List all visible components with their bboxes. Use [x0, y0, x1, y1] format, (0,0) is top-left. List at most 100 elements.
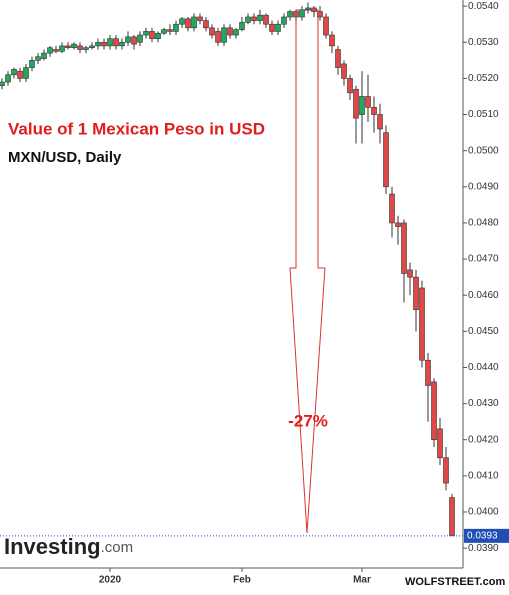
- candle-body: [215, 31, 221, 43]
- candle-body: [95, 41, 101, 47]
- y-tick-label: 0.0480: [468, 218, 499, 229]
- drop-arrow: [289, 9, 326, 534]
- candle-body: [107, 38, 113, 47]
- y-tick-label: 0.0430: [468, 398, 499, 409]
- candle-body: [71, 43, 77, 48]
- candle-body: [443, 457, 449, 484]
- x-tick-label: Mar: [353, 575, 371, 586]
- y-tick-label: 0.0460: [468, 290, 499, 301]
- y-tick-label: 0.0540: [468, 1, 499, 12]
- candle-body: [365, 96, 371, 108]
- candle-body: [437, 428, 443, 459]
- candle-body: [407, 269, 413, 278]
- candle-body: [311, 7, 317, 12]
- candle-body: [395, 222, 401, 227]
- y-tick-label: 0.0400: [468, 507, 499, 518]
- y-tick-label: 0.0500: [468, 145, 499, 156]
- candle-body: [335, 49, 341, 68]
- y-tick-label: 0.0420: [468, 434, 499, 445]
- candle-body: [119, 41, 125, 47]
- candle-body: [371, 107, 377, 115]
- candle-body: [137, 34, 143, 43]
- candle-body: [191, 16, 197, 29]
- logo-suffix: .com: [101, 539, 134, 556]
- candle-body: [113, 38, 119, 47]
- candle-body: [167, 29, 173, 32]
- chart-subtitle: MXN/USD, Daily: [8, 149, 122, 166]
- candle-body: [173, 23, 179, 32]
- candle-body: [359, 96, 365, 115]
- candle-body: [5, 74, 11, 83]
- candle-body: [425, 359, 431, 386]
- candle-body: [59, 45, 65, 52]
- candle-body: [53, 49, 59, 52]
- candle-body: [11, 69, 17, 76]
- candle-body: [401, 222, 407, 274]
- candle-body: [41, 52, 47, 59]
- candle-body: [347, 78, 353, 94]
- y-tick-label: 0.0440: [468, 362, 499, 373]
- candle-body: [197, 16, 203, 21]
- candle-body: [83, 47, 89, 50]
- candle-body: [239, 22, 245, 30]
- y-tick-label: 0.0450: [468, 326, 499, 337]
- candle-body: [305, 7, 311, 11]
- candle-body: [281, 16, 287, 25]
- candle-body: [263, 14, 269, 25]
- candle-body: [161, 29, 167, 34]
- logo-main: Investing: [4, 534, 101, 559]
- y-tick-label: 0.0470: [468, 254, 499, 265]
- candle-body: [179, 18, 185, 25]
- candle-body: [185, 18, 191, 29]
- candle-body: [257, 14, 263, 21]
- y-tick-label: 0.0530: [468, 37, 499, 48]
- x-tick-label: 2020: [99, 575, 122, 586]
- candle-body: [155, 32, 161, 39]
- candle-body: [149, 31, 155, 39]
- candle-body: [233, 29, 239, 36]
- annotation: -27%: [288, 411, 328, 430]
- chart-title: Value of 1 Mexican Peso in USD: [8, 119, 265, 138]
- candle-body: [125, 36, 131, 43]
- current-price-label: 0.0393: [467, 530, 498, 541]
- candle-body: [47, 47, 53, 54]
- candle-body: [353, 88, 359, 119]
- candle-body: [101, 41, 107, 47]
- y-tick-label: 0.0390: [468, 543, 499, 554]
- candle-body: [35, 56, 41, 61]
- candle-body: [245, 16, 251, 23]
- candle-body: [269, 23, 275, 32]
- logo: Investing.com: [4, 534, 133, 559]
- candle-body: [227, 27, 233, 36]
- candle-body: [65, 45, 71, 48]
- candle-body: [383, 132, 389, 188]
- candle-body: [0, 81, 5, 86]
- x-tick-label: Feb: [233, 575, 251, 586]
- y-tick-label: 0.0510: [468, 109, 499, 120]
- candle-body: [377, 114, 383, 130]
- y-tick-label: 0.0520: [468, 73, 499, 84]
- credit: WOLFSTREET.com: [405, 576, 505, 588]
- candle-body: [77, 45, 83, 50]
- candle-body: [221, 27, 227, 43]
- candle-body: [389, 193, 395, 224]
- candle-body: [419, 287, 425, 361]
- candle-body: [413, 276, 419, 310]
- candle-body: [251, 16, 257, 21]
- candle-body: [209, 27, 215, 36]
- candle-body: [275, 23, 281, 32]
- candle-body: [287, 11, 293, 18]
- candle-body: [17, 70, 23, 79]
- candle-body: [143, 31, 149, 36]
- candle-body: [341, 63, 347, 79]
- candle-body: [449, 497, 455, 537]
- candle-body: [317, 11, 323, 18]
- candle-body: [323, 16, 329, 36]
- candle-body: [293, 11, 299, 18]
- candle-body: [29, 60, 35, 68]
- candle-body: [23, 67, 29, 79]
- candle-body: [89, 45, 95, 48]
- candle-body: [203, 20, 209, 29]
- candle-body: [431, 381, 437, 441]
